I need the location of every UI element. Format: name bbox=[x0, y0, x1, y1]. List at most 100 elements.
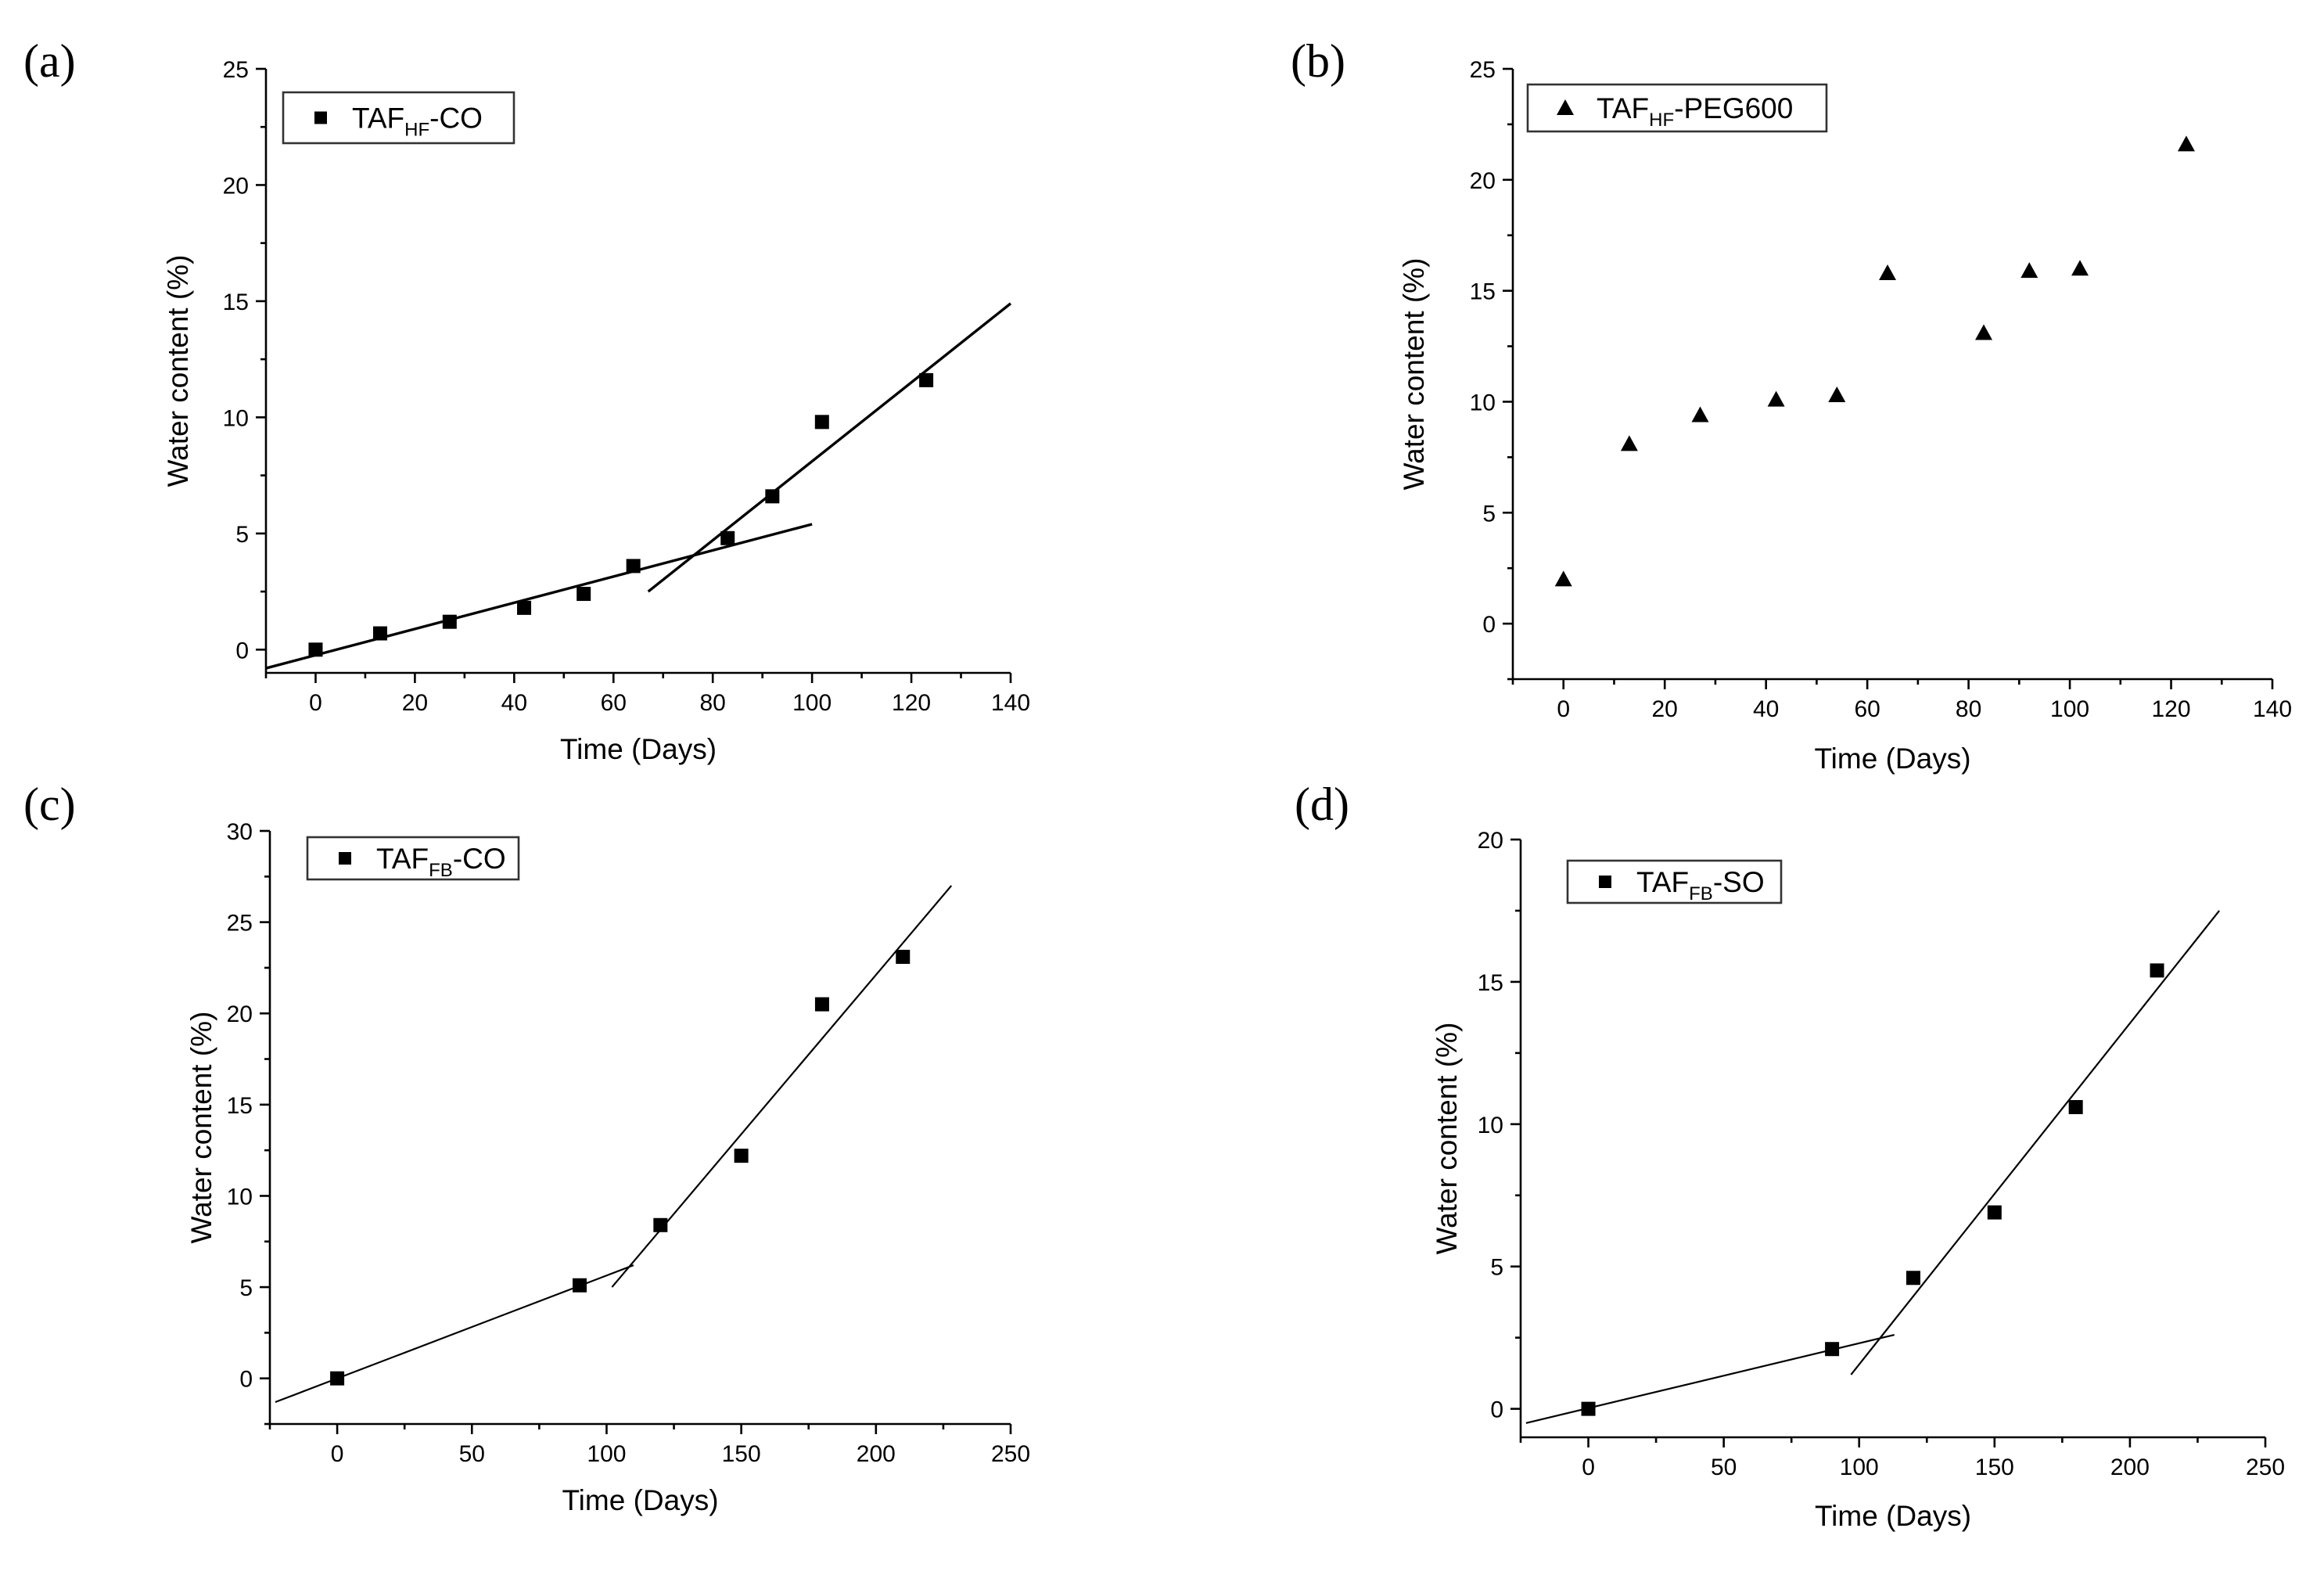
x-tick-label: 60 bbox=[601, 690, 627, 716]
chart-panel-b: (b) 0 20 40 60 80 100 120 140 0 5 10 15 20 25 Time (Day… bbox=[1291, 35, 2292, 775]
fit-line bbox=[1525, 1333, 1895, 1424]
x-tick-label: 140 bbox=[2253, 696, 2292, 722]
x-tick-label: 100 bbox=[2050, 696, 2089, 722]
y-tick-label: 20 bbox=[1470, 168, 1496, 194]
x-tick-label: 140 bbox=[991, 690, 1030, 716]
data-point bbox=[1879, 264, 1897, 280]
data-point bbox=[765, 489, 780, 504]
y-tick-label: 25 bbox=[227, 911, 253, 937]
y-tick-label: 10 bbox=[227, 1184, 253, 1210]
data-point bbox=[734, 1149, 749, 1163]
x-tick-label: 150 bbox=[722, 1441, 761, 1467]
data-point bbox=[919, 372, 934, 387]
legend-label: TAFHF-CO bbox=[352, 102, 483, 141]
data-point bbox=[517, 600, 532, 615]
data-point bbox=[577, 587, 591, 602]
data-point bbox=[1581, 1401, 1596, 1416]
chart-panel-a: (a) 0 20 40 60 80 100 120 140 0 5 10 15 20 25 Time (Day… bbox=[23, 35, 1030, 765]
panel-label: (d) bbox=[1295, 779, 1349, 830]
x-axis-title: Time (Days) bbox=[560, 733, 717, 765]
y-tick-label: 5 bbox=[235, 522, 249, 548]
y-tick-label: 0 bbox=[1490, 1397, 1503, 1423]
x-tick-label: 120 bbox=[892, 690, 931, 716]
legend-marker bbox=[314, 111, 327, 124]
data-point bbox=[1975, 324, 1993, 340]
x-tick-label: 100 bbox=[1840, 1455, 1879, 1480]
panel-label: (b) bbox=[1291, 35, 1345, 87]
x-tick-label: 20 bbox=[1652, 696, 1678, 722]
x-tick-label: 250 bbox=[2246, 1455, 2285, 1480]
panel-label: (a) bbox=[23, 35, 76, 87]
legend-marker bbox=[1557, 99, 1574, 115]
chart-panel-d: (d) 0 50 100 150 200 250 0 5 10 15 20 Time (Days) Wat… bbox=[1295, 779, 2285, 1532]
x-tick-label: 80 bbox=[1956, 696, 1981, 722]
x-tick-label: 250 bbox=[991, 1441, 1030, 1467]
data-point bbox=[442, 614, 457, 629]
y-tick-label: 15 bbox=[1478, 970, 1503, 996]
legend: TAFFB-SO bbox=[1566, 859, 1783, 904]
data-point bbox=[1620, 435, 1638, 451]
y-tick-label: 10 bbox=[1470, 390, 1496, 415]
x-tick-label: 80 bbox=[700, 690, 726, 716]
x-tick-label: 0 bbox=[309, 690, 322, 716]
x-tick-label: 40 bbox=[1753, 696, 1779, 722]
data-point bbox=[814, 997, 829, 1012]
y-tick-label: 20 bbox=[223, 173, 249, 199]
y-tick-label: 15 bbox=[227, 1093, 253, 1119]
legend: TAFFB-CO bbox=[306, 836, 520, 881]
y-axis-title: Water content (%) bbox=[162, 255, 194, 487]
y-tick-label: 5 bbox=[1490, 1255, 1503, 1281]
data-point bbox=[308, 642, 323, 657]
y-tick-label: 30 bbox=[227, 819, 253, 845]
x-tick-label: 50 bbox=[459, 1441, 485, 1467]
data-point bbox=[1828, 386, 1846, 402]
legend-box bbox=[1526, 83, 1828, 133]
y-tick-label: 10 bbox=[223, 405, 249, 431]
y-tick-label: 5 bbox=[239, 1275, 253, 1301]
x-tick-label: 20 bbox=[402, 690, 428, 716]
y-tick-label: 20 bbox=[227, 1001, 253, 1027]
data-point bbox=[1554, 570, 1572, 587]
y-tick-label: 25 bbox=[223, 57, 249, 83]
x-tick-label: 0 bbox=[331, 1441, 344, 1467]
x-tick-label: 150 bbox=[1975, 1455, 2014, 1480]
x-axis-title: Time (Days) bbox=[562, 1484, 718, 1516]
data-point bbox=[1825, 1342, 1840, 1357]
fit-line bbox=[611, 885, 953, 1288]
x-tick-label: 40 bbox=[501, 690, 527, 716]
legend-marker bbox=[339, 852, 351, 865]
data-point bbox=[372, 626, 387, 641]
y-tick-label: 15 bbox=[223, 289, 249, 315]
fit-line bbox=[265, 523, 813, 670]
x-tick-label: 0 bbox=[1557, 696, 1570, 722]
fit-line bbox=[1850, 910, 2221, 1375]
data-point bbox=[330, 1371, 345, 1386]
legend-label: TAFFB-CO bbox=[376, 843, 506, 881]
x-tick-label: 0 bbox=[1582, 1455, 1595, 1480]
x-tick-label: 200 bbox=[2110, 1455, 2150, 1480]
y-tick-label: 20 bbox=[1478, 828, 1503, 854]
legend-marker bbox=[1599, 876, 1611, 888]
y-tick-label: 0 bbox=[235, 638, 249, 663]
data-point bbox=[2150, 963, 2164, 978]
data-point bbox=[2020, 262, 2038, 279]
data-point bbox=[2177, 135, 2195, 152]
panel-label: (c) bbox=[23, 779, 76, 830]
data-point bbox=[626, 559, 641, 574]
x-axis-title: Time (Days) bbox=[1815, 1500, 1971, 1532]
y-axis-title: Water content (%) bbox=[1431, 1023, 1463, 1255]
data-point bbox=[1691, 406, 1709, 423]
y-axis-title: Water content (%) bbox=[1398, 258, 1430, 491]
y-axis-title: Water content (%) bbox=[185, 1012, 217, 1244]
data-point bbox=[2068, 1099, 2083, 1114]
x-tick-label: 120 bbox=[2152, 696, 2191, 722]
chart-panel-c: (c) 0 50 100 150 200 250 0 5 10 15 20 25 30 Time (Days… bbox=[23, 779, 1030, 1516]
y-tick-label: 0 bbox=[239, 1367, 253, 1393]
x-tick-label: 60 bbox=[1854, 696, 1880, 722]
y-tick-label: 0 bbox=[1482, 612, 1496, 638]
x-axis-title: Time (Days) bbox=[1814, 743, 1970, 775]
y-tick-label: 15 bbox=[1470, 279, 1496, 305]
data-point bbox=[896, 949, 911, 964]
legend: TAFHF-CO bbox=[282, 91, 515, 145]
